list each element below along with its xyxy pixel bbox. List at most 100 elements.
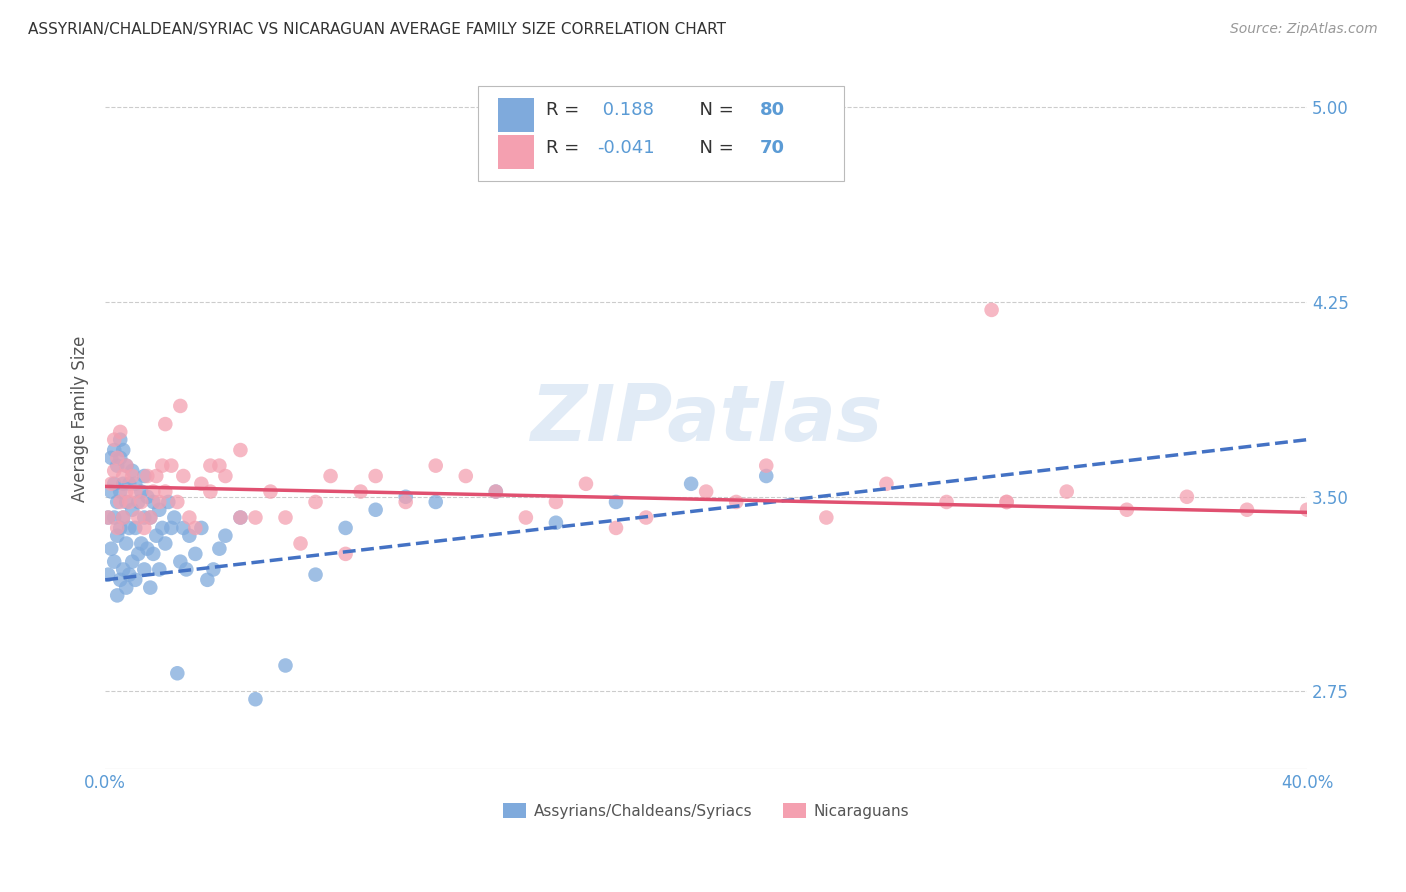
Point (485, 484, 508, 499)
Text: R =: R = (547, 102, 585, 120)
Point (150, 521, 173, 535)
Point (134, 521, 156, 535)
Point (127, 510, 149, 524)
Point (139, 510, 162, 524)
Text: Source: ZipAtlas.com: Source: ZipAtlas.com (1230, 22, 1378, 37)
Point (136, 469, 159, 483)
Point (155, 484, 177, 499)
Text: ASSYRIAN/CHALDEAN/SYRIAC VS NICARAGUAN AVERAGE FAMILY SIZE CORRELATION CHART: ASSYRIAN/CHALDEAN/SYRIAC VS NICARAGUAN A… (28, 22, 725, 37)
Point (157, 495, 180, 509)
Point (110, 484, 132, 499)
Text: ZIPatlas: ZIPatlas (530, 381, 883, 457)
Point (103, 510, 125, 524)
Point (208, 458, 231, 473)
Point (166, 495, 188, 509)
Point (485, 484, 508, 499)
Point (681, 476, 703, 491)
Point (124, 484, 146, 499)
Point (112, 562, 135, 576)
Point (115, 536, 138, 550)
Point (115, 458, 138, 473)
Point (139, 581, 162, 595)
Point (115, 484, 138, 499)
Point (169, 555, 191, 569)
Point (121, 469, 143, 483)
Point (110, 433, 132, 447)
Point (155, 536, 177, 550)
Point (110, 425, 132, 439)
Text: R =: R = (547, 138, 585, 157)
Point (364, 469, 387, 483)
Point (544, 516, 567, 530)
Point (115, 581, 138, 595)
Point (105, 495, 128, 509)
Point (100, 450, 122, 465)
Point (97, 510, 120, 524)
Point (110, 521, 132, 535)
Legend: Assyrians/Chaldeans/Syriacs, Nicaraguans: Assyrians/Chaldeans/Syriacs, Nicaraguans (498, 797, 915, 825)
Point (134, 562, 156, 576)
Point (179, 529, 201, 543)
FancyBboxPatch shape (498, 135, 534, 169)
Point (145, 469, 167, 483)
Point (97, 567, 120, 582)
Point (245, 692, 267, 706)
Point (103, 443, 125, 458)
Point (103, 476, 125, 491)
Point (118, 521, 141, 535)
Point (142, 484, 165, 499)
Point (163, 510, 186, 524)
Point (110, 450, 132, 465)
Point (129, 484, 152, 499)
Point (634, 510, 657, 524)
Point (112, 443, 135, 458)
Point (145, 529, 167, 543)
Point (110, 495, 132, 509)
Text: 0.188: 0.188 (596, 102, 654, 120)
Point (105, 450, 128, 465)
Point (129, 536, 152, 550)
Point (1236, 502, 1258, 516)
Point (290, 536, 312, 550)
Point (1175, 490, 1198, 504)
Point (195, 573, 218, 587)
Point (875, 476, 897, 491)
Point (118, 495, 141, 509)
Point (155, 417, 177, 431)
Point (349, 484, 371, 499)
Point (1056, 484, 1078, 499)
Point (274, 658, 297, 673)
Point (395, 495, 418, 509)
Point (184, 547, 207, 561)
Text: 80: 80 (761, 102, 786, 120)
Point (184, 521, 207, 535)
Point (118, 476, 141, 491)
Point (115, 495, 138, 509)
Point (259, 484, 281, 499)
Point (103, 433, 125, 447)
Point (1115, 502, 1137, 516)
Point (160, 458, 183, 473)
Point (112, 510, 135, 524)
Point (214, 469, 236, 483)
Point (200, 458, 222, 473)
Point (118, 567, 141, 582)
Point (364, 502, 387, 516)
Point (245, 510, 267, 524)
Point (335, 521, 357, 535)
Point (124, 573, 146, 587)
Point (605, 521, 627, 535)
Point (980, 302, 1002, 317)
Point (112, 510, 135, 524)
Point (127, 495, 149, 509)
Point (229, 443, 252, 458)
Y-axis label: Average Family Size: Average Family Size (72, 335, 89, 502)
Point (200, 484, 222, 499)
Point (124, 521, 146, 535)
Point (121, 464, 143, 478)
Point (124, 476, 146, 491)
Point (425, 458, 447, 473)
Point (148, 502, 170, 516)
Point (115, 458, 138, 473)
Point (105, 458, 128, 473)
